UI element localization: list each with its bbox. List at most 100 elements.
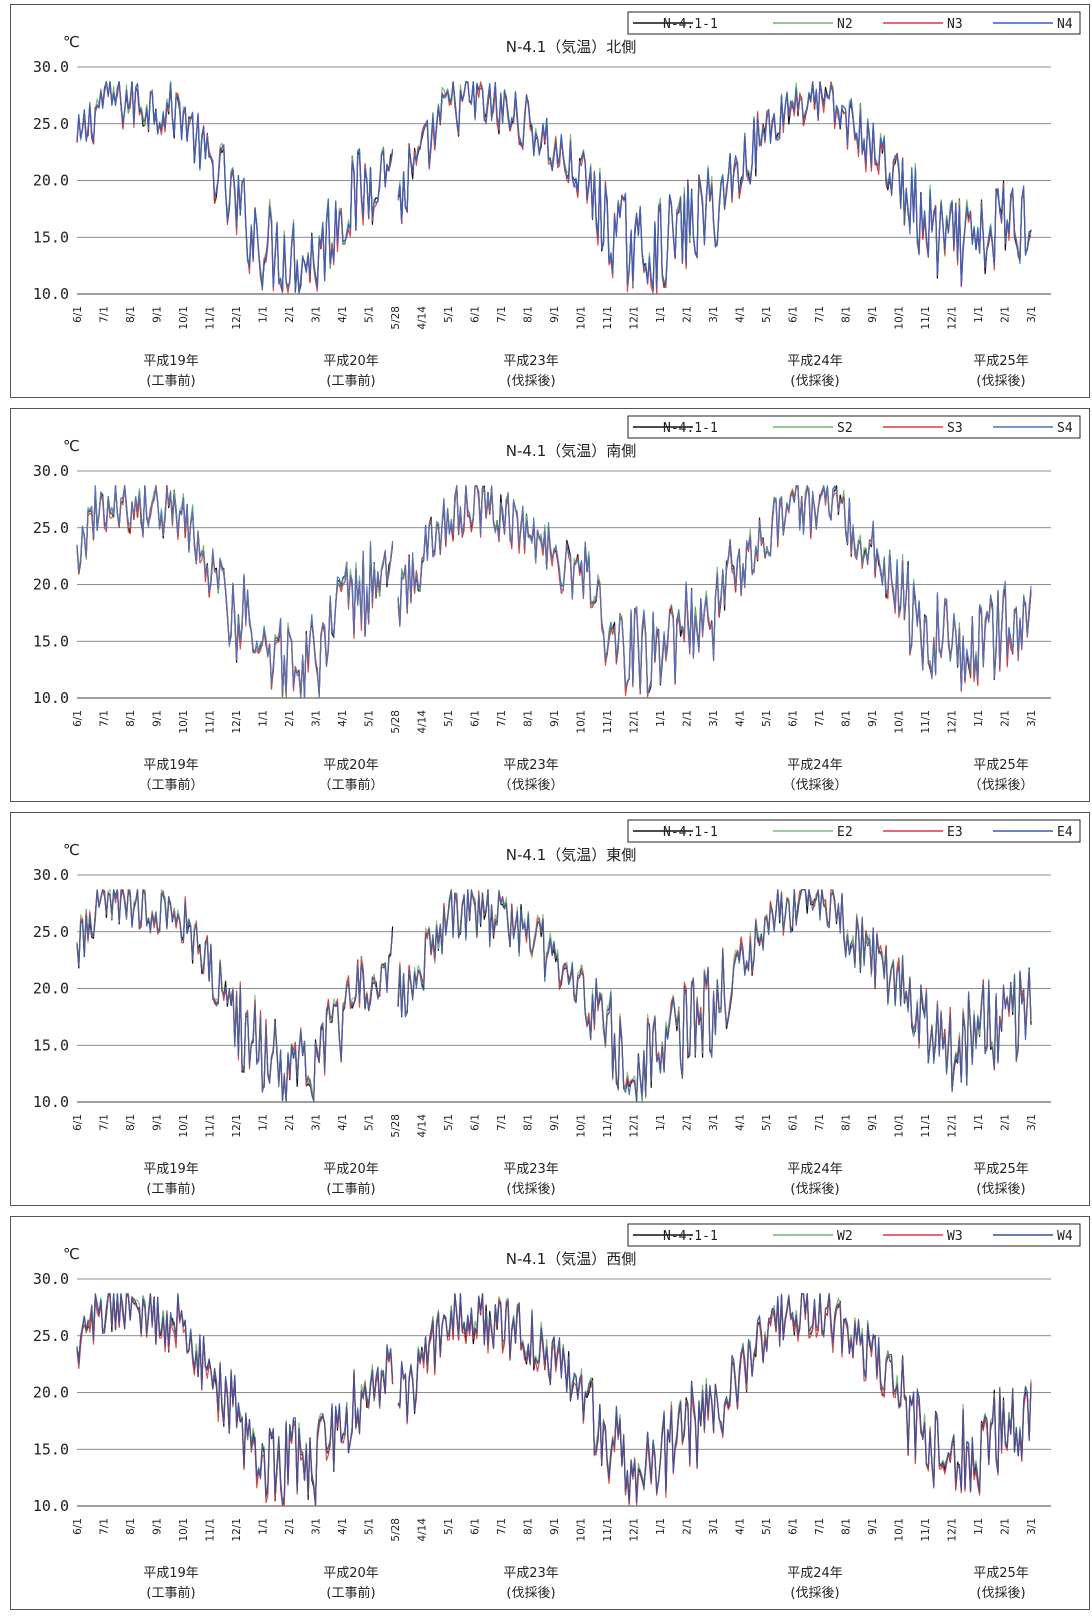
period-year-label: 平成19年 (143, 1162, 199, 1177)
period-phase-label: （工事前） (138, 777, 203, 793)
y-tick-label: 25.0 (33, 115, 69, 133)
chart-panel-east: N-4.1-1 E2 E3 E4 N-4.1（気温）東側 ℃ 10.0 15.0 20.0 25.… (10, 812, 1090, 1206)
period-year-label: 平成24年 (787, 1566, 843, 1581)
x-tick-label: 11/1 (920, 710, 932, 734)
x-tick-label: 5/1 (443, 1518, 455, 1535)
period-year-label: 平成19年 (143, 1566, 199, 1581)
x-tick-label: 9/1 (549, 306, 561, 323)
legend-label: W2 (837, 1229, 853, 1244)
x-tick-label: 12/1 (629, 1518, 641, 1542)
x-tick-label: 3/1 (1026, 306, 1038, 323)
chart-title: N-4.1（気温）南側 (506, 442, 637, 460)
x-tick-label: 7/1 (496, 306, 508, 323)
x-tick-label: 1/1 (258, 1518, 270, 1535)
x-tick-label: 12/1 (231, 1114, 243, 1138)
x-tick-label: 8/1 (125, 710, 137, 727)
x-tick-label: 7/1 (99, 1114, 111, 1131)
x-tick-label: 3/1 (1026, 1114, 1038, 1131)
chart-title: N-4.1（気温）西側 (506, 1250, 637, 1268)
x-tick-label: 5/1 (364, 1114, 376, 1131)
x-tick-label: 1/1 (258, 306, 270, 323)
x-tick-label: 7/1 (496, 710, 508, 727)
x-tick-label: 11/1 (205, 1518, 217, 1542)
period-phase-label: (伐採後) (976, 374, 1025, 389)
period-phase-label: (工事前) (326, 1585, 375, 1601)
x-tick-label: 1/1 (973, 710, 985, 727)
x-tick-label: 5/1 (443, 306, 455, 323)
x-tick-label: 5/28 (390, 1114, 402, 1138)
x-tick-label: 2/1 (1000, 710, 1012, 727)
x-tick-label: 2/1 (284, 306, 296, 323)
chart-title: N-4.1（気温）北側 (506, 38, 637, 56)
legend-label: E3 (947, 825, 963, 840)
legend-box (627, 1223, 1081, 1247)
x-tick-label: 10/1 (178, 1114, 190, 1138)
period-year-label: 平成23年 (503, 1162, 559, 1177)
period-phase-label: (伐採後) (790, 374, 839, 389)
x-tick-label: 9/1 (867, 1114, 879, 1131)
x-tick-label: 1/1 (655, 1114, 667, 1131)
x-tick-label: 5/1 (761, 1518, 773, 1535)
x-tick-label: 8/1 (841, 710, 853, 727)
legend-box (627, 819, 1081, 843)
x-tick-label: 10/1 (576, 306, 588, 330)
x-tick-label: 12/1 (947, 1518, 959, 1542)
x-tick-label: 12/1 (629, 710, 641, 734)
x-tick-label: 10/1 (576, 710, 588, 734)
period-year-label: 平成25年 (973, 1162, 1029, 1177)
x-tick-label: 2/1 (284, 1518, 296, 1535)
chart-svg-east: N-4.1-1 E2 E3 E4 N-4.1（気温）東側 ℃ 10.0 15.0 20.0 25.… (33, 819, 1081, 1197)
x-tick-label: 4/14 (417, 1518, 429, 1542)
y-unit-label: ℃ (63, 437, 80, 455)
x-tick-label: 9/1 (152, 710, 164, 727)
chart-svg-west: N-4.1-1 W2 W3 W4 N-4.1（気温）西側 ℃ 10.0 15.0 20.0 25.… (33, 1223, 1081, 1601)
x-tick-label: 2/1 (682, 1114, 694, 1131)
y-tick-label: 20.0 (33, 172, 69, 190)
x-tick-label: 5/28 (390, 1518, 402, 1542)
x-tick-label: 5/1 (443, 710, 455, 727)
series-line-n-4.1-1 (76, 81, 1032, 294)
x-tick-label: 10/1 (894, 1518, 906, 1542)
x-tick-label: 12/1 (231, 306, 243, 330)
x-tick-label: 7/1 (99, 710, 111, 727)
x-tick-label: 6/1 (470, 306, 482, 323)
legend-label: N-4.1-1 (663, 421, 718, 436)
x-tick-label: 5/1 (761, 306, 773, 323)
x-tick-label: 9/1 (867, 710, 879, 727)
x-tick-label: 1/1 (973, 306, 985, 323)
period-phase-label: （伐採後） (498, 778, 563, 793)
period-year-label: 平成24年 (787, 758, 843, 773)
x-tick-label: 6/1 (788, 710, 800, 727)
x-tick-label: 4/1 (735, 1114, 747, 1131)
legend-label: W3 (947, 1229, 963, 1244)
y-tick-label: 15.0 (33, 228, 69, 246)
y-tick-label: 10.0 (33, 285, 69, 303)
legend-label: N2 (837, 17, 853, 32)
x-tick-label: 12/1 (947, 710, 959, 734)
x-tick-label: 3/1 (708, 1518, 720, 1535)
period-phase-label: (工事前) (326, 373, 375, 389)
x-tick-label: 3/1 (708, 710, 720, 727)
x-tick-label: 3/1 (311, 710, 323, 727)
x-tick-label: 2/1 (1000, 306, 1012, 323)
y-tick-label: 15.0 (33, 1440, 69, 1458)
x-tick-label: 10/1 (894, 1114, 906, 1138)
chart-title: N-4.1（気温）東側 (506, 846, 637, 864)
x-tick-label: 5/1 (443, 1114, 455, 1131)
x-tick-label: 6/1 (788, 306, 800, 323)
period-phase-label: (伐採後) (976, 1182, 1025, 1197)
x-tick-label: 9/1 (549, 1518, 561, 1535)
legend-box (627, 11, 1081, 35)
period-year-label: 平成19年 (143, 758, 199, 773)
x-tick-label: 12/1 (629, 1114, 641, 1138)
y-tick-label: 15.0 (33, 1036, 69, 1054)
y-tick-label: 25.0 (33, 519, 69, 537)
x-tick-label: 4/14 (417, 306, 429, 330)
x-tick-label: 2/1 (682, 710, 694, 727)
series-line-s4 (76, 485, 1032, 698)
y-tick-label: 20.0 (33, 576, 69, 594)
x-tick-label: 4/1 (735, 1518, 747, 1535)
x-tick-label: 10/1 (894, 306, 906, 330)
y-tick-label: 10.0 (33, 689, 69, 707)
x-tick-label: 12/1 (947, 306, 959, 330)
